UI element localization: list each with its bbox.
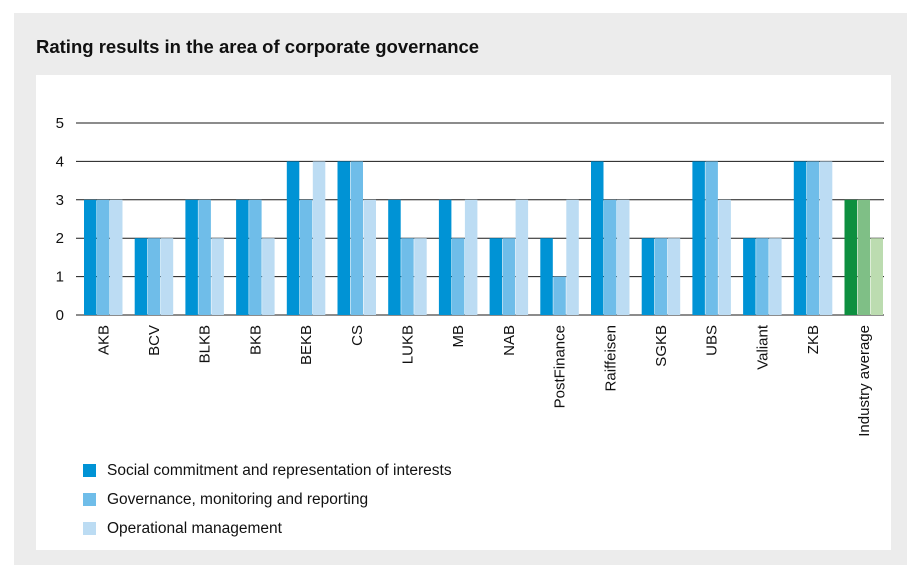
- y-tick-label-2: 2: [56, 230, 64, 247]
- bar-zkb-series-2: [806, 161, 820, 315]
- x-tick-label-industry-average: Industry average: [856, 325, 873, 437]
- bar-bkb-series-3: [262, 238, 275, 315]
- x-tick-label-raiffeisen: Raiffeisen: [602, 325, 619, 391]
- bar-zkb-series-3: [819, 161, 833, 315]
- bar-nab-series-1: [489, 238, 503, 315]
- bar-postfinance-series-3: [566, 199, 579, 315]
- bar-lukb-series-2: [401, 238, 414, 315]
- y-tick-label-5: 5: [56, 115, 64, 132]
- legend-label-governance: Governance, monitoring and reporting: [107, 490, 369, 508]
- bar-blkb-series-2: [198, 199, 211, 315]
- bar-mb-series-3: [464, 199, 478, 315]
- bar-ubs-series-2: [705, 161, 718, 315]
- x-tick-label-ubs: UBS: [704, 325, 721, 356]
- bar-bkb-series-2: [249, 199, 262, 315]
- bar-postfinance-series-1: [540, 238, 553, 315]
- y-tick-label-4: 4: [56, 153, 64, 170]
- bar-bcv-series-3: [160, 238, 174, 315]
- x-tick-label-bekb: BEKB: [298, 325, 315, 365]
- bar-industry-average-series-3: [870, 238, 883, 315]
- bar-cs-series-2: [350, 161, 363, 315]
- x-tick-label-bkb: BKB: [247, 325, 264, 355]
- bar-bcv-series-2: [147, 238, 161, 315]
- bar-industry-average-series-1: [844, 199, 857, 315]
- bar-cs-series-1: [337, 161, 350, 315]
- plot-area: 0 1 2 3 4 5 AKB BCV BLKB BKB BEKB CS LUKB MB NAB PostFi…: [36, 75, 891, 550]
- bar-akb-series-1: [84, 199, 97, 315]
- y-tick-label-1: 1: [56, 269, 64, 286]
- bar-chart: 0 1 2 3 4 5 AKB BCV BLKB BKB BEKB CS LUKB MB NAB PostFi…: [56, 115, 884, 437]
- bar-akb-series-2: [97, 199, 110, 315]
- bar-raiffeisen-series-3: [617, 199, 630, 315]
- bar-sgkb-series-3: [667, 238, 681, 315]
- x-tick-label-postfinance: PostFinance: [552, 325, 569, 408]
- bar-blkb-series-1: [185, 199, 198, 315]
- bar-valiant-series-3: [769, 238, 782, 315]
- bar-industry-average-series-2: [857, 199, 870, 315]
- y-tick-label-3: 3: [56, 192, 64, 209]
- legend-swatch-operational: [83, 522, 96, 535]
- bar-nab-series-3: [515, 199, 529, 315]
- x-tick-label-nab: NAB: [501, 325, 518, 356]
- bar-mb-series-1: [438, 199, 452, 315]
- bar-akb-series-3: [110, 199, 123, 315]
- bar-valiant-series-1: [743, 238, 756, 315]
- x-tick-label-zkb: ZKB: [805, 325, 822, 354]
- y-tick-label-0: 0: [56, 307, 64, 324]
- legend-item-governance: Governance, monitoring and reporting: [83, 485, 452, 514]
- x-tick-label-akb: AKB: [95, 325, 112, 355]
- bar-mb-series-2: [451, 238, 465, 315]
- x-tick-label-valiant: Valiant: [754, 324, 771, 370]
- bar-postfinance-series-2: [553, 276, 566, 315]
- chart-title: Rating results in the area of corporate …: [36, 36, 480, 57]
- legend-item-social: Social commitment and representation of …: [83, 456, 452, 485]
- legend-swatch-social: [83, 464, 96, 477]
- bar-nab-series-2: [502, 238, 516, 315]
- bar-bkb-series-1: [236, 199, 249, 315]
- bar-valiant-series-2: [756, 238, 769, 315]
- legend: Social commitment and representation of …: [83, 456, 452, 543]
- bar-bekb-series-1: [286, 161, 300, 315]
- x-tick-label-blkb: BLKB: [197, 325, 214, 363]
- x-tick-label-sgkb: SGKB: [653, 325, 670, 367]
- x-tick-label-mb: MB: [450, 325, 467, 348]
- bar-ubs-series-1: [692, 161, 705, 315]
- bar-raiffeisen-series-1: [591, 161, 604, 315]
- legend-label-social: Social commitment and representation of …: [107, 461, 452, 479]
- x-tick-label-lukb: LUKB: [399, 325, 416, 364]
- bar-bcv-series-1: [134, 238, 148, 315]
- bar-lukb-series-3: [414, 238, 427, 315]
- bar-blkb-series-3: [211, 238, 224, 315]
- bar-raiffeisen-series-2: [604, 199, 617, 315]
- x-tick-label-cs: CS: [349, 325, 366, 346]
- legend-label-operational: Operational management: [107, 519, 282, 537]
- bar-cs-series-3: [363, 199, 376, 315]
- bar-bekb-series-3: [312, 161, 326, 315]
- x-tick-label-bcv: BCV: [146, 325, 163, 356]
- legend-swatch-governance: [83, 493, 96, 506]
- bar-zkb-series-1: [793, 161, 807, 315]
- bar-bekb-series-2: [299, 199, 313, 315]
- bar-sgkb-series-1: [641, 238, 655, 315]
- bar-sgkb-series-2: [654, 238, 668, 315]
- bar-ubs-series-3: [718, 199, 731, 315]
- legend-item-operational: Operational management: [83, 514, 452, 543]
- bar-lukb-series-1: [388, 199, 401, 315]
